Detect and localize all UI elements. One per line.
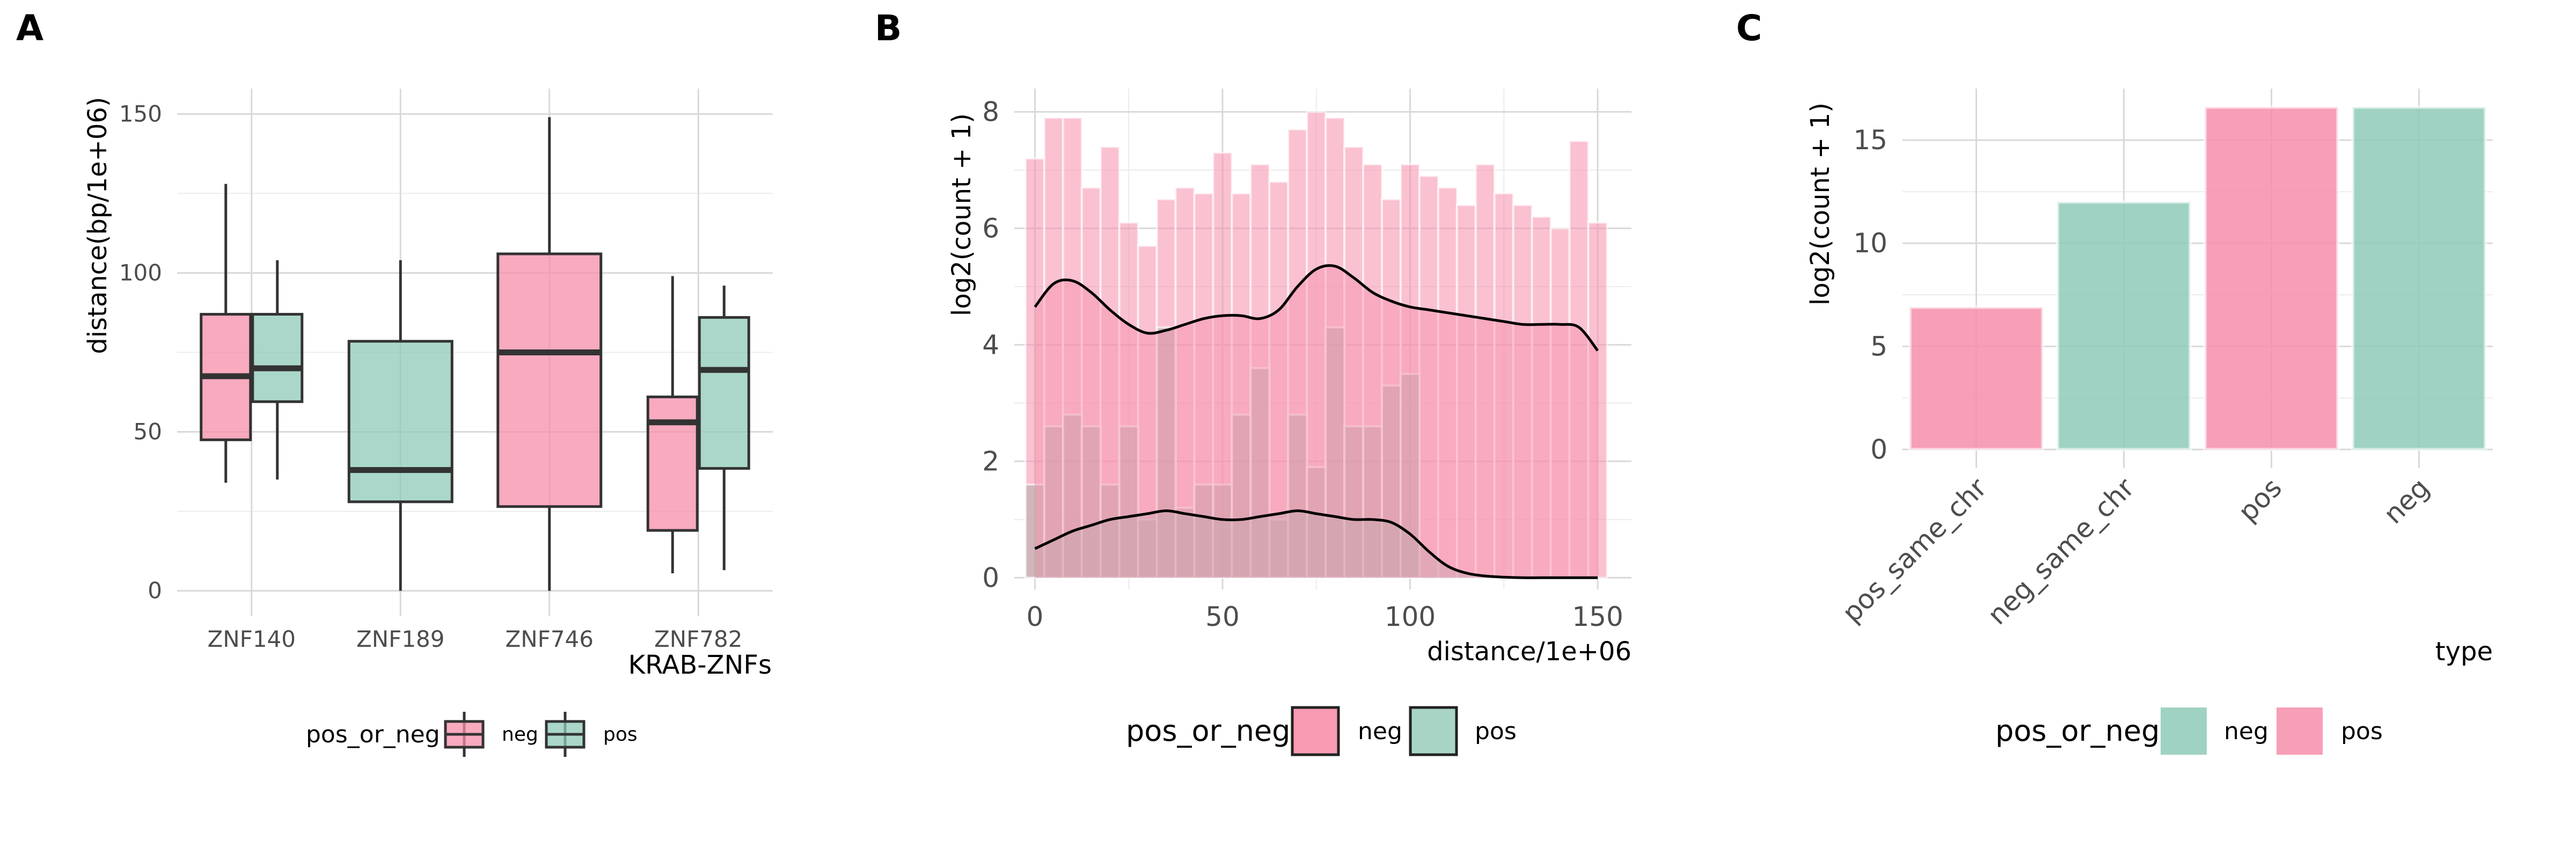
panel-label-c: C	[1736, 8, 1762, 49]
box-pos	[251, 312, 304, 403]
hist-bar-pos	[1080, 425, 1102, 579]
x-tick-label: 0	[1027, 601, 1044, 632]
hist-bar-pos	[1118, 425, 1139, 579]
bar-neg	[2351, 105, 2487, 451]
hist-bar-pos	[1231, 413, 1252, 579]
y-axis-title: distance(bp/1e+06)	[83, 97, 113, 354]
legend-label-pos: pos	[1475, 718, 1517, 745]
hist-bar-neg	[1568, 140, 1590, 579]
hist-bar-pos	[1306, 466, 1327, 579]
x-tick-label: neg_same_chr	[1981, 472, 2140, 631]
panel-label-b: B	[875, 8, 902, 49]
y-tick-label: 4	[982, 329, 999, 360]
panel-b-histogram: 0 2 4 6 8 0 50 100 150 distance/1e+06 log2(count +…	[947, 89, 1631, 756]
y-axis-title: log2(count + 1)	[947, 113, 977, 316]
y-tick-label: 8	[982, 96, 999, 127]
hist-bar-pos	[1062, 413, 1083, 579]
hist-bar-neg	[1474, 163, 1496, 579]
x-tick-label: 100	[1385, 601, 1436, 632]
density-line-neg	[1034, 264, 1599, 352]
y-tick-label: 0	[1870, 434, 1887, 465]
box-neg	[646, 395, 699, 532]
hist-bar-pos	[1249, 367, 1271, 579]
x-axis-title: type	[2435, 637, 2493, 667]
hist-bar-neg	[1512, 203, 1533, 579]
panel-label-a: A	[16, 8, 43, 49]
x-axis-title: KRAB-ZNFs	[628, 650, 772, 680]
hist-bar-pos	[1024, 483, 1045, 579]
density-area-pos	[1035, 510, 1598, 578]
bar-pos_same_chr	[1908, 305, 2045, 451]
panel-a-boxplot: 0 50 100 150 ZNF140 ZNF189 ZNF746 ZNF782KRAB-ZN…	[83, 89, 773, 757]
y-axis-title: log2(count + 1)	[1805, 103, 1835, 305]
density-area-neg	[1035, 265, 1598, 578]
x-tick-label: ZNF782	[654, 626, 743, 652]
hist-bar-pos	[1381, 384, 1402, 579]
x-tick-label: 150	[1572, 601, 1623, 632]
legend-key-neg	[1291, 706, 1340, 756]
y-tick-label: 50	[134, 419, 162, 445]
legend-key-neg	[2161, 707, 2207, 755]
bar-pos	[2203, 105, 2340, 451]
legend-label-pos: pos	[603, 724, 638, 746]
y-tick-label: 100	[119, 259, 162, 286]
y-tick-label: 2	[982, 446, 999, 477]
hist-bar-pos	[1099, 483, 1121, 579]
hist-bar-pos	[1043, 425, 1064, 579]
y-tick-label: 0	[982, 562, 999, 593]
hist-bar-pos	[1193, 483, 1214, 579]
hist-bar-neg	[1587, 221, 1608, 579]
x-tick-label: 50	[1205, 601, 1240, 632]
x-axis-title: distance/1e+06	[1427, 637, 1631, 667]
hist-bar-pos	[1155, 326, 1177, 579]
x-tick-label: pos	[2232, 472, 2288, 528]
bar-neg_same_chr	[2055, 200, 2192, 451]
y-tick-label: 10	[1853, 228, 1887, 259]
legend-title: pos_or_neg	[1995, 714, 2160, 748]
y-tick-label: 150	[119, 100, 162, 127]
y-tick-label: 15	[1853, 125, 1887, 156]
box-pos	[347, 340, 453, 504]
y-tick-label: 6	[982, 213, 999, 244]
x-tick-label: pos_same_chr	[1836, 472, 1993, 629]
density-line-pos	[1034, 509, 1598, 579]
legend-title: pos_or_neg	[1126, 714, 1290, 748]
legend-label-neg: neg	[2224, 718, 2268, 745]
legend-key-pos	[2277, 707, 2323, 755]
y-tick-label: 0	[148, 578, 162, 604]
x-tick-label: ZNF140	[207, 626, 296, 652]
hist-bar-pos	[1400, 373, 1421, 579]
y-tick-label: 5	[1870, 331, 1887, 362]
legend-label-neg: neg	[502, 724, 538, 746]
x-tick-label: neg	[2377, 472, 2435, 530]
box-neg	[496, 252, 603, 508]
x-tick-label: ZNF189	[356, 626, 445, 652]
legend-title: pos_or_neg	[306, 721, 440, 748]
x-tick-label: ZNF746	[505, 626, 594, 652]
legend-key-pos	[1409, 706, 1458, 756]
legend-label-neg: neg	[1358, 718, 1402, 745]
legend-label-pos: pos	[2341, 718, 2383, 745]
box-pos	[698, 316, 750, 470]
